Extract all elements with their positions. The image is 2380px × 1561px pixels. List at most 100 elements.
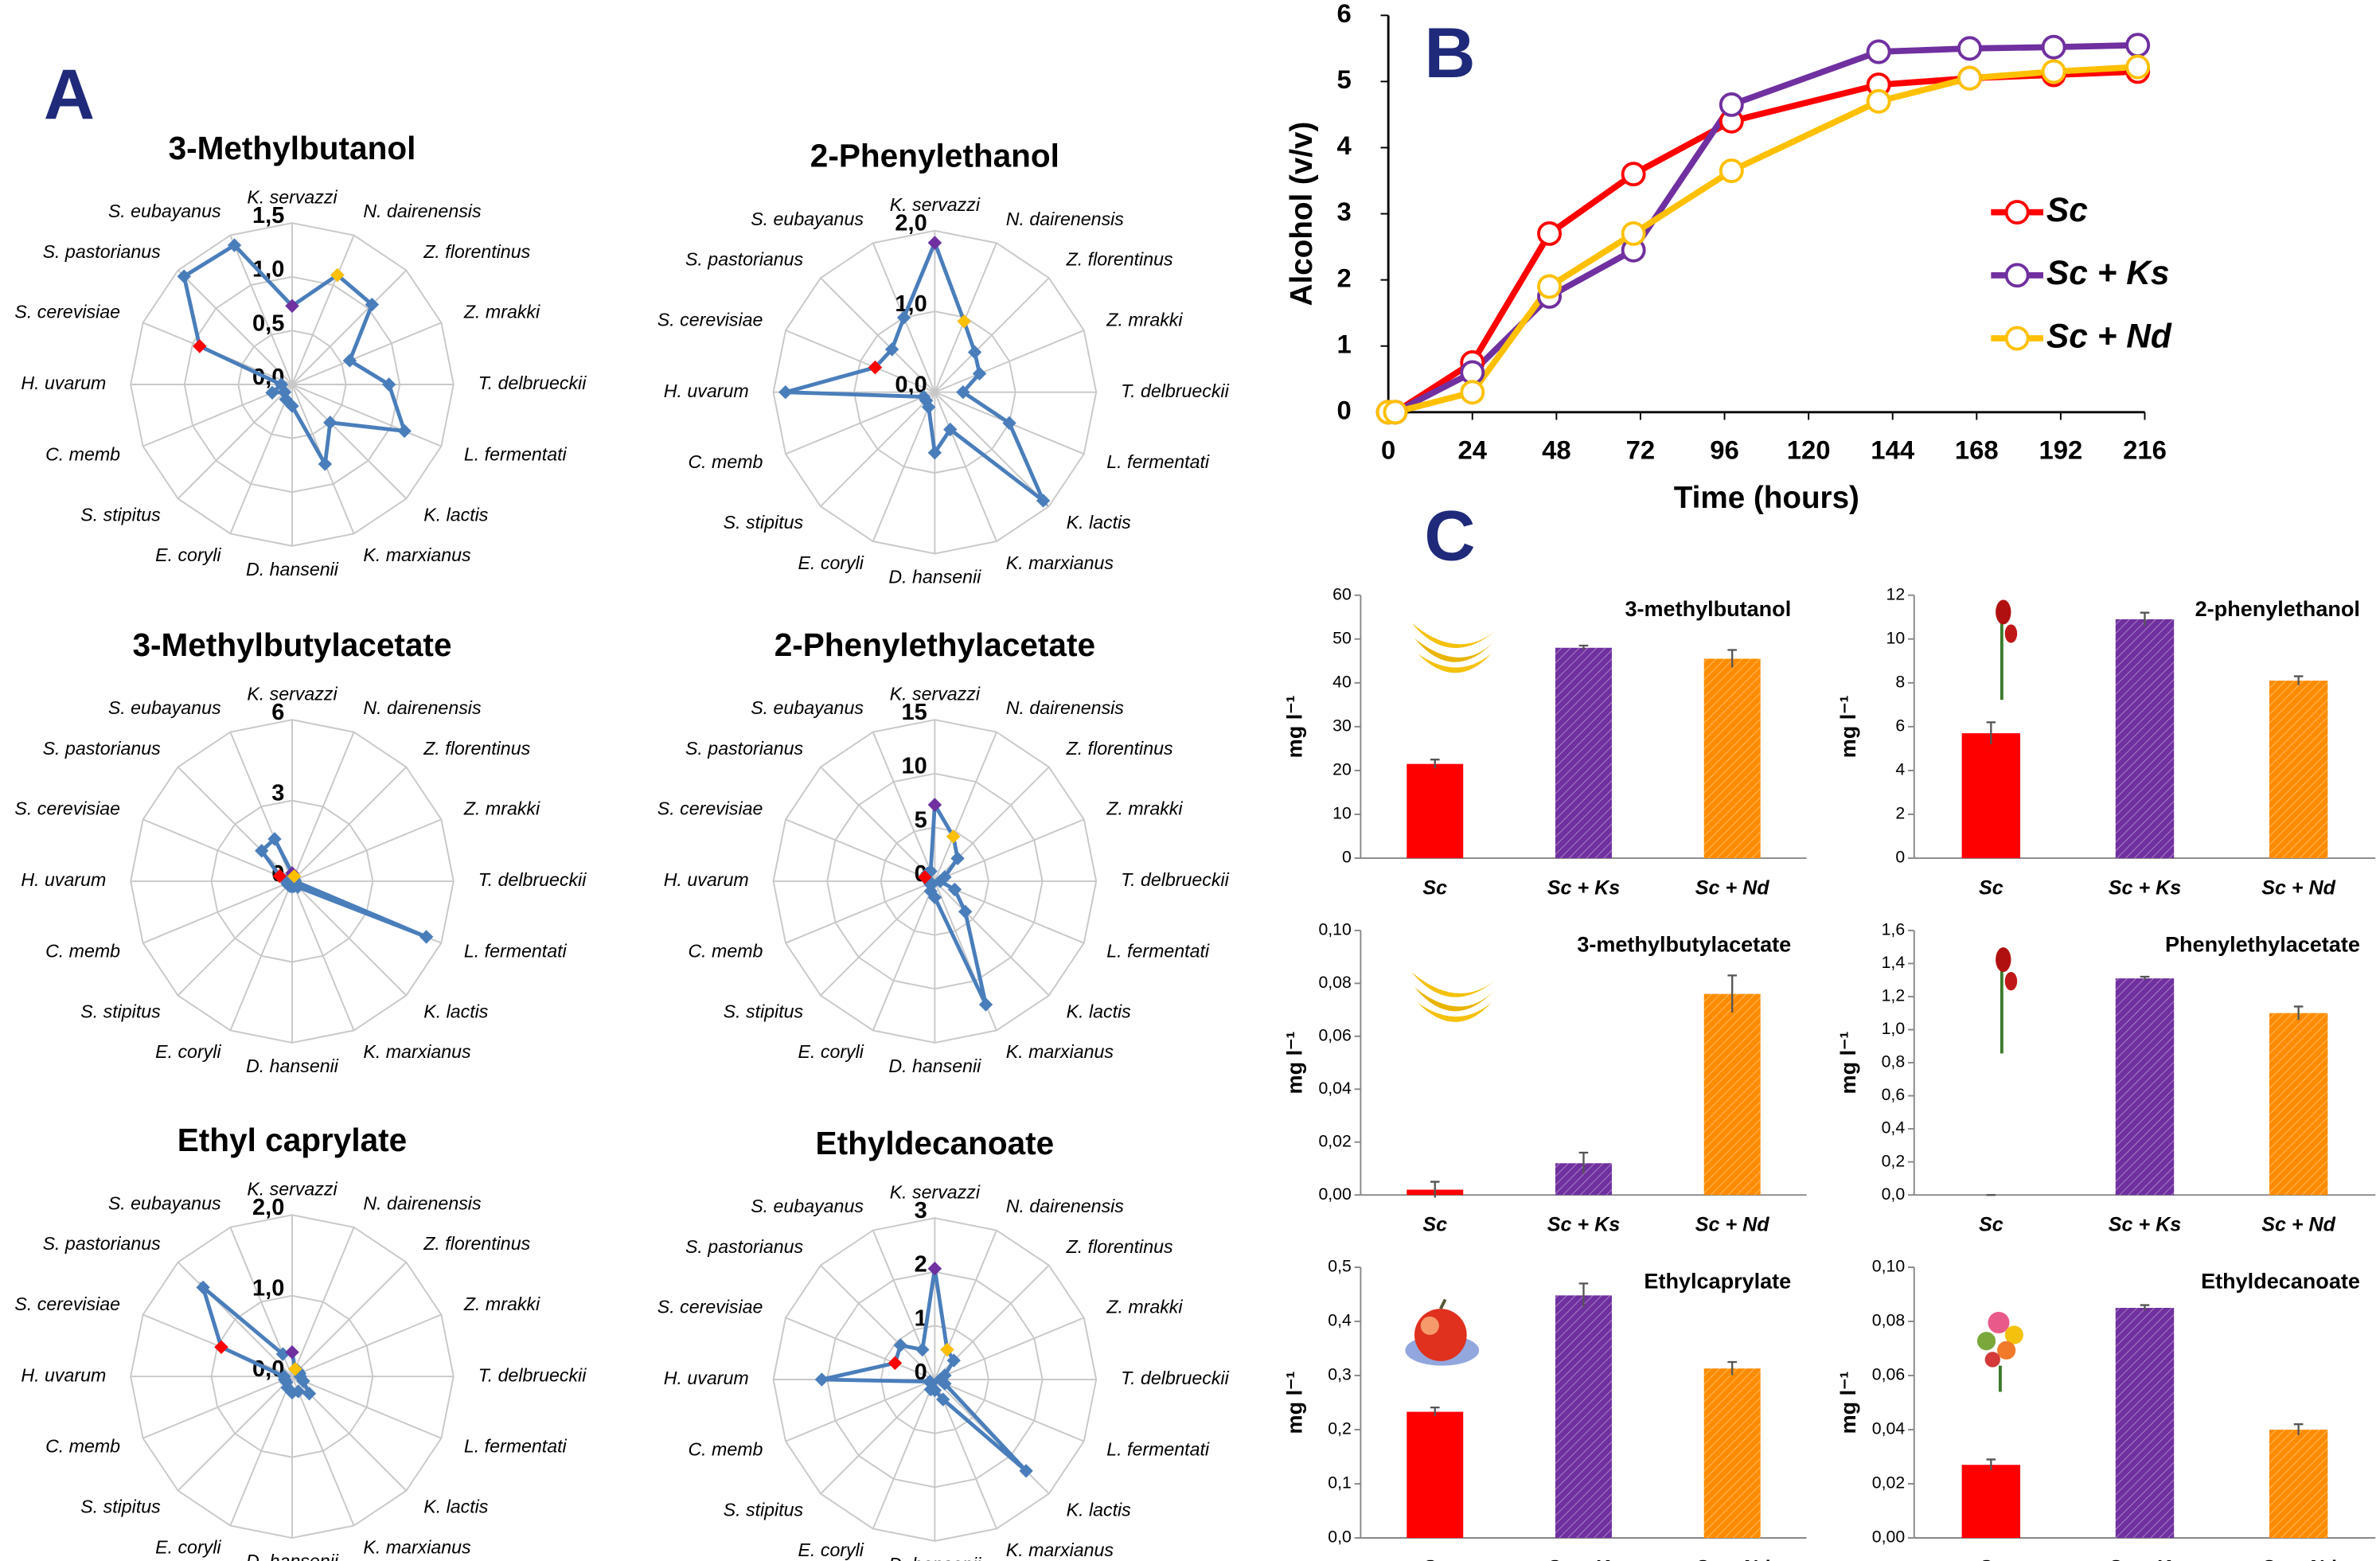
bouquet-icon	[1977, 1312, 2023, 1391]
axis-label: E. coryli	[155, 544, 221, 565]
y-tick-label: 60	[1332, 584, 1352, 603]
point-marker	[2043, 37, 2065, 58]
y-tick-label: 8	[1895, 672, 1905, 691]
axis-label: N. dairenensis	[363, 1192, 482, 1213]
axis-label: S. stipitus	[80, 504, 161, 525]
bar	[1704, 994, 1761, 1196]
figure: A B C 3-MethylbutanolK. servazziN. daire…	[0, 0, 2380, 1561]
axis-label: S. eubayanus	[108, 697, 221, 718]
tick-label: 5	[915, 807, 927, 833]
spoke	[821, 881, 934, 995]
legend-label: Sc + Nd	[2046, 318, 2172, 355]
tick-label: 3	[271, 781, 284, 806]
axis-label: S. cerevisiae	[14, 798, 120, 819]
axis-label: K. marxianus	[1006, 552, 1114, 573]
point-marker	[2127, 34, 2148, 56]
y-tick-label: 2	[1337, 263, 1352, 292]
x-tick-label: Sc + Nd	[1695, 876, 1769, 899]
axis-label: S. eubayanus	[108, 201, 221, 221]
x-tick-label: Sc + Ks	[1547, 1556, 1620, 1561]
y-tick-label: 0,3	[1328, 1365, 1352, 1384]
x-tick-label: Sc	[1422, 1213, 1447, 1235]
axis-label: S. cerevisiae	[657, 309, 763, 330]
y-tick-label: 0	[1895, 848, 1905, 867]
y-tick-label: 0,4	[1882, 1118, 1906, 1138]
series-line	[1388, 72, 2138, 412]
spoke	[934, 881, 1048, 995]
axis-label: K. marxianus	[363, 1536, 471, 1557]
y-tick-label: 0,10	[1318, 919, 1351, 939]
y-tick-label: 1	[1337, 329, 1352, 358]
point-marker	[2043, 60, 2065, 82]
x-tick-label: 192	[2039, 435, 2082, 465]
axis-label: Z. mrakki	[1106, 798, 1183, 819]
axis-label: E. coryli	[798, 1540, 864, 1560]
y-tick-label: 1,2	[1882, 986, 1906, 1005]
axis-label: H. uvarum	[21, 373, 106, 393]
y-tick-label: 12	[1886, 584, 1906, 603]
axis-label: N. dairenensis	[1006, 1196, 1125, 1216]
axis-label: C. memb	[45, 444, 120, 465]
y-tick-label: 0,08	[1872, 1311, 1905, 1330]
chart-title: 3-methylbutanol	[1625, 597, 1791, 621]
axis-label: H. uvarum	[21, 1364, 106, 1385]
bar	[1704, 659, 1761, 859]
bar	[1962, 1465, 2020, 1538]
y-tick-label: 4	[1337, 131, 1352, 160]
axis-label: D. hansenii	[888, 1056, 981, 1076]
rose-icon	[1996, 947, 2017, 1053]
rose-icon	[1996, 599, 2017, 700]
point-marker	[1539, 275, 1560, 297]
legend-label: Sc + Ks	[2046, 255, 2170, 292]
tick-label: 15	[901, 700, 927, 725]
bar	[1555, 1295, 1612, 1538]
axis-label: K. marxianus	[363, 1041, 471, 1062]
tick-label: 6	[271, 700, 284, 725]
axis-label: S. cerevisiae	[657, 1297, 763, 1317]
point-marker	[1384, 401, 1406, 423]
series-line	[1388, 67, 2138, 412]
axis-label: Z. florentinus	[1066, 738, 1173, 759]
axis-label: E. coryli	[155, 1041, 221, 1062]
chart-title: Phenylethylacetate	[2165, 932, 2360, 956]
axis-label: L. fermentati	[464, 444, 568, 465]
bar	[2116, 619, 2174, 858]
axis-label: T. delbrueckii	[478, 1364, 587, 1385]
tick-label: 2,0	[895, 211, 927, 236]
axis-label: L. fermentati	[464, 1436, 568, 1457]
y-tick-label: 3	[1337, 197, 1352, 226]
spoke	[178, 1376, 292, 1490]
bar	[2269, 681, 2327, 858]
apple-icon	[1405, 1300, 1479, 1366]
axis-label: H. uvarum	[664, 869, 749, 890]
point-marker	[778, 385, 792, 399]
point-marker	[915, 1343, 929, 1356]
x-tick-label: 216	[2123, 435, 2167, 465]
axis-label: K. lactis	[423, 1497, 489, 1517]
axis-label: K. marxianus	[1006, 1041, 1114, 1062]
y-axis-label: Alcohol (v/v)	[1285, 122, 1319, 306]
axis-label: S. stipitus	[80, 1497, 161, 1517]
y-tick-label: 5	[1337, 64, 1352, 94]
axis-label: H. uvarum	[21, 869, 106, 890]
axis-label: E. coryli	[798, 1041, 864, 1062]
tick-label: 1,5	[252, 203, 284, 228]
axis-label: Z. mrakki	[1106, 1297, 1183, 1317]
axis-label: S. stipitus	[724, 512, 804, 533]
axis-label: H. uvarum	[664, 380, 749, 401]
chart-title: 2-Phenylethanol	[810, 138, 1059, 174]
tick-label: 2	[915, 1252, 927, 1278]
axis-label: L. fermentati	[464, 941, 568, 962]
axis-label: N. dairenensis	[363, 697, 482, 718]
y-axis-label: mg l⁻¹	[1836, 1372, 1860, 1434]
y-axis-label: mg l⁻¹	[1836, 1032, 1860, 1095]
tick-label: 3	[915, 1198, 927, 1223]
bar	[1962, 733, 2020, 858]
spoke	[178, 881, 292, 995]
spoke	[934, 278, 1048, 392]
chart-title: Ethyldecanoate	[816, 1125, 1055, 1161]
tick-label: 2,0	[252, 1195, 284, 1220]
highlight-marker	[888, 1356, 902, 1370]
x-tick-label: Sc	[1979, 1213, 2003, 1235]
legend-marker	[2007, 264, 2028, 286]
